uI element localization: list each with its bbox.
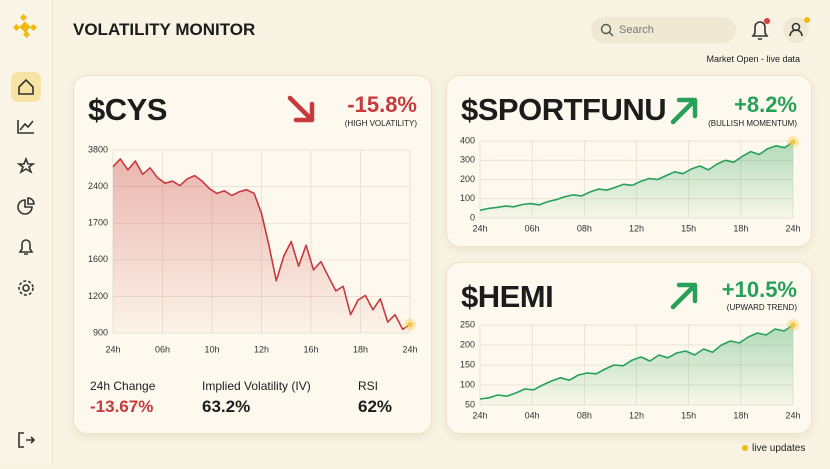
y-tick-label: 50 xyxy=(465,399,475,409)
x-tick-label: 04h xyxy=(525,410,540,420)
x-tick-label: 10h xyxy=(204,344,219,354)
star-icon[interactable] xyxy=(16,156,36,174)
cys-chart: 3800 2400 1700 1600 1200 900 24h 06h 10h 12h 16h 18… xyxy=(88,144,418,354)
stat-label: 24h Change xyxy=(90,379,156,393)
x-tick-label: 06h xyxy=(525,223,540,233)
y-tick-label: 1600 xyxy=(88,254,108,264)
home-icon[interactable] xyxy=(18,78,34,95)
y-tick-label: 900 xyxy=(93,327,108,337)
y-tick-label: 250 xyxy=(460,319,475,329)
x-tick-label: 18h xyxy=(733,410,748,420)
end-point xyxy=(790,139,796,145)
x-tick-label: 18h xyxy=(733,223,748,233)
home-highlight xyxy=(11,72,41,102)
y-tick-label: 400 xyxy=(460,135,475,145)
settings-icon[interactable] xyxy=(22,284,30,292)
notification-icon[interactable] xyxy=(751,21,769,40)
header-icons xyxy=(751,17,810,43)
live-dot xyxy=(742,445,748,451)
y-tick-label: 100 xyxy=(460,379,475,389)
x-tick-label: 24h xyxy=(785,223,800,233)
up-arrow xyxy=(670,282,698,310)
price-line xyxy=(479,324,794,400)
x-tick-label: 12h xyxy=(629,410,644,420)
sidebar xyxy=(0,0,53,464)
notification-dot xyxy=(764,18,770,24)
y-tick-label: 100 xyxy=(460,193,475,203)
x-tick-label: 12h xyxy=(254,344,269,354)
pie-icon[interactable] xyxy=(17,197,35,215)
x-tick-label: 24h xyxy=(402,344,417,354)
search-icon xyxy=(600,23,614,37)
market-status: Market Open - live data xyxy=(706,54,800,64)
stat-value: 63.2% xyxy=(202,397,251,416)
y-tick-label: 3800 xyxy=(88,144,108,154)
y-tick-label: 200 xyxy=(460,174,475,184)
note: (BULLISH MOMENTUM) xyxy=(708,119,797,128)
price-line xyxy=(479,141,794,212)
status-dot xyxy=(804,17,810,23)
end-point xyxy=(407,321,413,328)
change: -15.8% xyxy=(347,92,417,117)
x-tick-label: 24h xyxy=(785,410,800,420)
live-updates-text: live updates xyxy=(752,443,806,454)
x-tick-label: 24h xyxy=(105,344,120,354)
price-line xyxy=(112,158,411,331)
stat-value: 62% xyxy=(358,397,393,416)
ticker: $CYS xyxy=(88,92,167,127)
logo xyxy=(12,13,38,39)
y-tick-label: 1700 xyxy=(88,218,108,228)
stat-label: RSI xyxy=(358,379,379,393)
area-fill xyxy=(480,325,793,405)
x-tick-label: 08h xyxy=(577,223,592,233)
search-placeholder: Search xyxy=(619,24,654,36)
bell-icon[interactable] xyxy=(18,239,34,255)
logout-icon[interactable] xyxy=(18,432,36,448)
note: (UPWARD TREND) xyxy=(726,303,797,312)
stat-label: Implied Volatility (IV) xyxy=(202,379,311,393)
change: +8.2% xyxy=(734,92,797,117)
change: +10.5% xyxy=(721,277,797,302)
y-tick-label: 2400 xyxy=(88,181,108,191)
note: (HIGH VOLATILITY) xyxy=(344,119,417,128)
x-tick-label: 24h xyxy=(472,410,487,420)
x-tick-label: 15h xyxy=(681,223,696,233)
y-tick-label: 0 xyxy=(470,212,475,222)
page-title: VOLATILITY MONITOR xyxy=(73,20,256,39)
area-fill xyxy=(113,158,410,333)
x-tick-label: 06h xyxy=(155,344,170,354)
x-tick-label: 12h xyxy=(629,223,644,233)
y-tick-label: 1200 xyxy=(88,291,108,301)
live-updates: live updates xyxy=(742,443,805,454)
y-tick-label: 300 xyxy=(460,155,475,165)
up-arrow xyxy=(670,97,698,125)
x-tick-label: 08h xyxy=(577,410,592,420)
search-box[interactable]: Search xyxy=(591,17,736,43)
x-tick-label: 24h xyxy=(472,223,487,233)
stat-value: -13.67% xyxy=(90,397,154,416)
ticker: $HEMI xyxy=(461,279,554,314)
x-tick-label: 15h xyxy=(681,410,696,420)
sidebar-icons xyxy=(11,13,41,448)
chart-icon[interactable] xyxy=(17,120,34,134)
x-tick-label: 18h xyxy=(353,344,368,354)
y-tick-label: 150 xyxy=(460,359,475,369)
end-point xyxy=(790,322,796,328)
x-tick-label: 16h xyxy=(303,344,318,354)
down-arrow xyxy=(287,95,315,123)
ticker: $SPORTFUNU xyxy=(461,92,667,127)
settings-icon-ring xyxy=(18,280,34,296)
y-tick-label: 200 xyxy=(460,339,475,349)
